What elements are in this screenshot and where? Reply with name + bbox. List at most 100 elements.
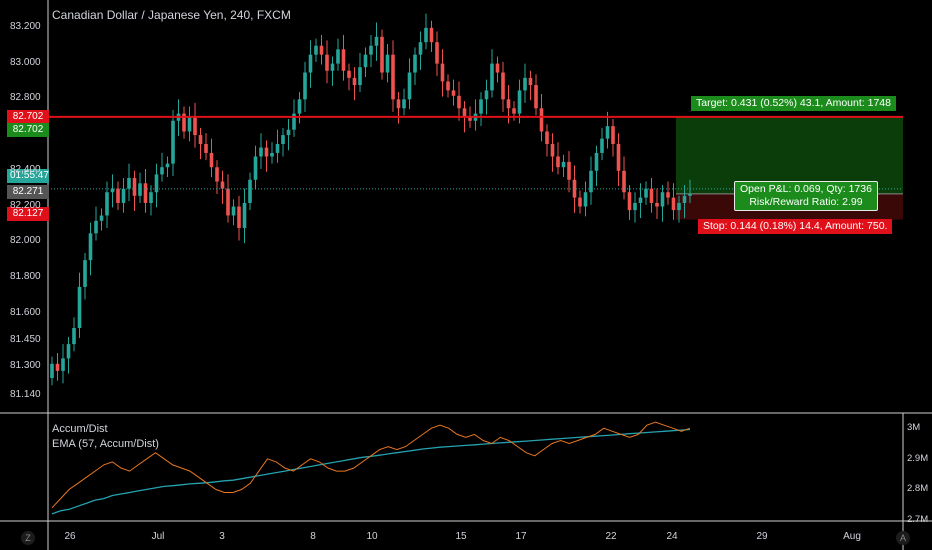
candle-body <box>94 220 98 234</box>
candle-body <box>88 233 93 261</box>
candle-body <box>429 27 434 43</box>
candle-body <box>468 117 472 121</box>
auto-scale-icon[interactable]: A <box>896 531 910 545</box>
candle-body <box>490 63 494 91</box>
target-label[interactable]: Target: 0.431 (0.52%) 43.1, Amount: 1748 <box>691 96 896 111</box>
candle-body <box>660 192 665 207</box>
candle-body <box>55 363 60 371</box>
chart-title: Canadian Dollar / Japanese Yen, 240, FXC… <box>52 8 291 22</box>
candle-body <box>402 99 406 109</box>
candle-body <box>132 177 137 196</box>
candle-body <box>638 197 643 203</box>
candle-body <box>220 181 225 189</box>
time-tick-label: 17 <box>515 531 527 542</box>
candle-body <box>385 54 390 73</box>
candle-body <box>369 45 373 55</box>
candle-body <box>50 363 54 379</box>
price-tick-label: 83.200 <box>10 20 41 32</box>
candle-body <box>677 202 681 211</box>
candle-body <box>160 167 164 175</box>
price-tick-label: 83.000 <box>10 56 41 68</box>
candle-body <box>259 147 263 157</box>
candle-body <box>77 286 82 329</box>
candle-body <box>374 36 379 46</box>
price-badge: 01:55:47 <box>7 169 49 183</box>
candle-body <box>226 188 230 216</box>
candle-body <box>187 117 192 132</box>
time-tick-label: 24 <box>666 531 678 542</box>
candle-body <box>545 131 549 144</box>
candle-body <box>644 188 648 198</box>
candle-body <box>165 163 170 168</box>
candle-body <box>314 45 318 55</box>
candle-body <box>72 328 76 345</box>
price-badge: 82.127 <box>7 207 49 221</box>
candle-body <box>358 67 362 86</box>
candle-body <box>281 135 285 144</box>
candle-body <box>308 54 313 73</box>
candle-body <box>616 144 621 171</box>
candle-body <box>594 152 599 171</box>
candle-body <box>627 192 632 211</box>
candle-body <box>413 54 417 73</box>
risk-reward-text: Risk/Reward Ratio: 2.99 <box>749 196 863 208</box>
candle-body <box>248 179 252 203</box>
price-badge: 82.702 <box>7 110 49 124</box>
candle-body <box>325 54 329 71</box>
candle-body <box>424 27 428 43</box>
candle-body <box>209 152 214 168</box>
candle-body <box>523 77 527 91</box>
time-tick-label: 3 <box>219 531 225 542</box>
candle-body <box>501 72 505 100</box>
candle-body <box>83 260 87 287</box>
candle-body <box>116 188 120 203</box>
timezone-icon[interactable]: Z <box>21 531 35 545</box>
stop-label[interactable]: Stop: 0.144 (0.18%) 14.4, Amount: 750. <box>698 219 893 234</box>
candle-body <box>352 77 357 86</box>
price-tick-label: 82.400 <box>10 163 41 175</box>
candle-body <box>534 85 538 109</box>
candle-body <box>550 144 555 157</box>
candle-body <box>143 183 148 203</box>
candle-body <box>578 197 582 207</box>
candle-body <box>138 183 142 196</box>
price-tick-label: 82.000 <box>10 235 41 247</box>
candle-body <box>440 63 445 82</box>
candle-body <box>506 99 511 109</box>
candle-body <box>451 90 456 96</box>
candle-body <box>242 202 247 228</box>
candle-body <box>204 144 208 153</box>
candle-body <box>336 49 340 64</box>
candle-body <box>633 202 637 211</box>
candle-body <box>528 77 533 86</box>
price-tick-label: 81.140 <box>10 388 41 400</box>
candle-body <box>600 138 604 153</box>
candle-body <box>539 108 544 132</box>
candle-body <box>462 108 467 118</box>
time-tick-label: Jul <box>151 531 165 542</box>
candle-body <box>347 70 351 78</box>
open-pnl-label[interactable]: Open P&L: 0.069, Qty: 1736 Risk/Reward R… <box>734 181 878 211</box>
candle-body <box>666 192 670 198</box>
candle-body <box>407 72 412 100</box>
candle-body <box>264 147 269 157</box>
price-tick-label: 81.600 <box>10 306 41 318</box>
candle-body <box>611 126 615 144</box>
indicator-name: Accum/Dist <box>52 423 108 435</box>
candle-body <box>319 45 324 55</box>
candle-body <box>567 161 571 180</box>
accum-dist-line <box>51 421 691 509</box>
candle-body <box>297 99 302 114</box>
time-tick-label: 22 <box>605 531 617 542</box>
candle-body <box>671 197 676 211</box>
indicator-tick-label: 3M <box>907 422 921 434</box>
candle-body <box>446 81 450 91</box>
candle-body <box>688 194 692 196</box>
candle-body <box>512 108 516 114</box>
candle-body <box>99 215 104 221</box>
candle-body <box>363 54 368 68</box>
time-tick-label: 29 <box>756 531 768 542</box>
candle-body <box>171 120 175 164</box>
candle-body <box>589 170 593 193</box>
